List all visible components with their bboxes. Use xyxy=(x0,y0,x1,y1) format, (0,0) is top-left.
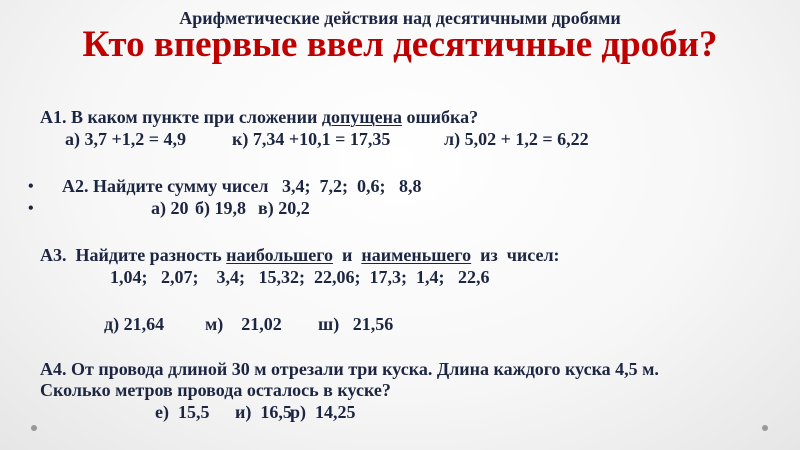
slide-title: Кто впервые ввел десятичные дроби? xyxy=(82,24,718,65)
a1-option-l: л) 5,02 + 1,2 = 6,22 xyxy=(444,129,589,149)
question-a3-and: и xyxy=(332,245,362,265)
question-a4-line1: А4. От провода длиной 30 м отрезали три … xyxy=(40,359,659,379)
a2-option-a: а) 20 xyxy=(151,198,189,218)
question-a1: А1. В каком пункте при сложении допущена… xyxy=(40,107,478,127)
a4-option-i: и) 16,5 xyxy=(235,402,292,422)
a2-option-b: б) 19,8 xyxy=(195,198,246,218)
a3-numbers: 1,04; 2,07; 3,4; 15,32; 22,06; 17,3; 1,4… xyxy=(110,267,490,287)
a1-option-a: а) 3,7 +1,2 = 4,9 xyxy=(65,129,187,149)
question-a3-underlined-min: наименьшего xyxy=(361,245,472,265)
question-a1-text: А1. В каком пункте при сложении xyxy=(40,107,322,127)
question-a1-text-end: ошибка? xyxy=(401,107,479,127)
question-a3-text-end: из чисел: xyxy=(471,245,560,265)
bullet-icon: • xyxy=(28,200,34,217)
question-a3: А3. Найдите разность наибольшего и наиме… xyxy=(40,245,560,265)
a1-option-k: к) 7,34 +10,1 = 17,35 xyxy=(232,129,391,149)
a3-option-m: м) 21,02 xyxy=(205,314,282,334)
question-a2: А2. Найдите сумму чисел 3,4; 7,2; 0,6; 8… xyxy=(62,176,422,196)
a2-option-v: в) 20,2 xyxy=(258,198,310,218)
a3-option-d: д) 21,64 xyxy=(104,314,165,334)
a3-option-sh: ш) 21,56 xyxy=(318,314,394,334)
slide-subtitle: Арифметические действия над десятичными … xyxy=(179,8,621,28)
decorative-dot-left xyxy=(31,425,37,431)
a4-option-e: е) 15,5 xyxy=(155,402,210,422)
question-a3-text: А3. Найдите разность xyxy=(40,245,227,265)
question-a4-line2: Сколько метров провода осталось в куске? xyxy=(40,380,391,400)
a4-option-r: р) 14,25 xyxy=(290,402,356,422)
question-a1-underlined: допущена xyxy=(321,107,402,127)
decorative-dot-right xyxy=(762,425,768,431)
question-a3-underlined-max: наибольшего xyxy=(226,245,333,265)
bullet-icon: • xyxy=(28,178,34,195)
